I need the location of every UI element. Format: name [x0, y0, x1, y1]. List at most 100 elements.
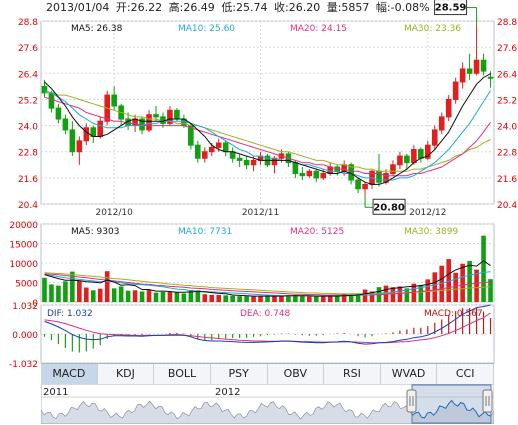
volume-bar[interactable] — [432, 272, 438, 302]
candle[interactable] — [445, 95, 452, 122]
volume-bar[interactable] — [160, 291, 166, 302]
volume-bar[interactable] — [453, 272, 458, 302]
volume-bar[interactable] — [279, 295, 284, 302]
volume-bar[interactable] — [118, 286, 124, 302]
tab-boll[interactable]: BOLL — [154, 364, 211, 384]
volume-bar[interactable] — [348, 295, 354, 302]
candle[interactable] — [459, 62, 466, 89]
tab-cci[interactable]: CCI — [437, 364, 494, 384]
volume-bar[interactable] — [286, 295, 291, 302]
macd-panel[interactable]: 1.032 0.000 -1.032 DIF: 1.032 DEA: 0.748 MACD… — [9, 302, 495, 370]
volume-bar[interactable] — [139, 291, 145, 302]
volume-bar[interactable] — [488, 279, 493, 302]
candle[interactable] — [473, 25, 480, 76]
volume-bar[interactable] — [272, 296, 277, 302]
candle[interactable] — [466, 53, 473, 80]
candle[interactable] — [480, 53, 487, 76]
volume-bar[interactable] — [481, 235, 486, 302]
volume-bar[interactable] — [265, 295, 270, 302]
volume-panel[interactable]: 20000 15000 10000 5000 0 MA5: 9303 MA10: 7731 M… — [9, 221, 495, 309]
volume-bar[interactable] — [293, 294, 298, 302]
tab-obv[interactable]: OBV — [268, 364, 325, 384]
time-navigator[interactable]: 2011 2012 — [41, 384, 494, 424]
volume-bar[interactable] — [390, 287, 396, 302]
volume-bar[interactable] — [167, 291, 173, 302]
candle[interactable] — [299, 166, 306, 181]
tab-macd[interactable]: MACD — [41, 364, 98, 384]
candle[interactable] — [390, 160, 396, 176]
candle[interactable] — [404, 153, 410, 170]
volume-bar[interactable] — [411, 283, 417, 302]
candle[interactable] — [83, 123, 90, 146]
volume-bar[interactable] — [307, 296, 312, 302]
candle[interactable] — [236, 153, 243, 167]
volume-bar[interactable] — [258, 295, 263, 302]
volume-bar[interactable] — [460, 263, 465, 302]
candle[interactable] — [355, 177, 361, 194]
volume-bar[interactable] — [369, 291, 375, 302]
volume-bar[interactable] — [334, 295, 340, 302]
candle[interactable] — [167, 105, 173, 126]
candle[interactable] — [362, 182, 368, 196]
volume-bar[interactable] — [439, 265, 445, 302]
volume-bar[interactable] — [216, 294, 222, 302]
volume-bar[interactable] — [320, 296, 326, 302]
volume-bar[interactable] — [125, 290, 131, 302]
candle[interactable] — [313, 169, 320, 183]
candle[interactable] — [243, 156, 250, 170]
tab-rsi[interactable]: RSI — [324, 364, 381, 384]
volume-bar[interactable] — [341, 293, 347, 302]
candle[interactable] — [438, 112, 445, 135]
volume-bar[interactable] — [63, 281, 68, 302]
tab-wvad[interactable]: WVAD — [381, 364, 438, 384]
volume-bar[interactable] — [195, 290, 201, 302]
volume-bar[interactable] — [223, 295, 228, 302]
volume-bar[interactable] — [49, 284, 54, 302]
volume-bar[interactable] — [84, 287, 89, 302]
candle[interactable] — [397, 151, 403, 170]
volume-bar[interactable] — [181, 293, 187, 302]
volume-bar[interactable] — [397, 286, 403, 302]
candle[interactable] — [306, 169, 313, 178]
volume-bar[interactable] — [153, 292, 159, 302]
volume-bar[interactable] — [418, 284, 424, 302]
navigator-left-handle[interactable] — [406, 389, 417, 413]
candle[interactable] — [195, 140, 201, 163]
volume-bar[interactable] — [474, 269, 479, 302]
volume-bar[interactable] — [146, 289, 152, 302]
volume-bar[interactable] — [132, 290, 138, 302]
candle[interactable] — [55, 103, 62, 124]
volume-bar[interactable] — [300, 296, 305, 302]
volume-bar[interactable] — [56, 285, 61, 302]
volume-bar[interactable] — [404, 288, 410, 302]
candle[interactable] — [431, 125, 438, 150]
candle[interactable] — [76, 136, 83, 165]
candle[interactable] — [111, 86, 117, 111]
tab-psy[interactable]: PSY — [211, 364, 268, 384]
volume-bar[interactable] — [362, 289, 368, 302]
volume-bar[interactable] — [90, 290, 96, 302]
candle[interactable] — [452, 77, 459, 104]
volume-bar[interactable] — [111, 288, 117, 302]
volume-bar[interactable] — [230, 295, 235, 302]
candle[interactable] — [62, 114, 69, 135]
candle[interactable] — [424, 140, 431, 161]
volume-bar[interactable] — [467, 261, 472, 302]
volume-bar[interactable] — [355, 293, 361, 302]
tab-kdj[interactable]: KDJ — [98, 364, 155, 384]
volume-bar[interactable] — [174, 292, 180, 302]
candle[interactable] — [41, 79, 48, 98]
volume-bar[interactable] — [97, 288, 103, 302]
volume-bar[interactable] — [202, 294, 208, 302]
navigator-right-handle[interactable] — [482, 389, 493, 413]
volume-bar[interactable] — [104, 271, 110, 302]
volume-bar[interactable] — [313, 296, 319, 302]
volume-bar[interactable] — [209, 294, 215, 302]
volume-bar[interactable] — [237, 296, 242, 302]
volume-bar[interactable] — [446, 259, 451, 302]
volume-bar[interactable] — [188, 289, 194, 302]
volume-bar[interactable] — [77, 280, 82, 302]
candle[interactable] — [201, 147, 208, 163]
volume-bar[interactable] — [42, 277, 47, 302]
